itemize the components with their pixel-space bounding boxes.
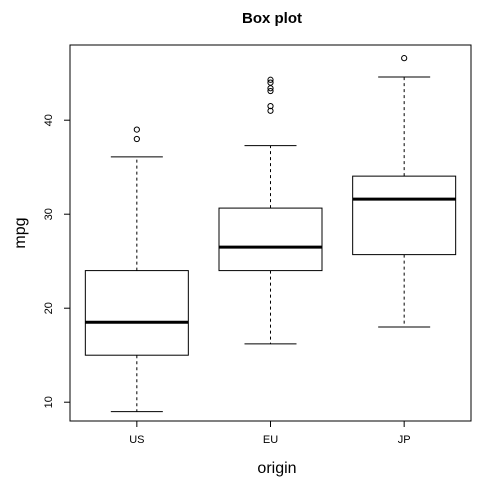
x-tick-label: JP (398, 434, 411, 446)
boxes-group (84, 55, 457, 413)
box-eu (218, 76, 323, 345)
box-jp (352, 55, 457, 328)
y-tick-label: 40 (43, 114, 55, 126)
box-us (84, 126, 189, 413)
outlier-point (267, 103, 274, 110)
outlier-point (133, 135, 140, 143)
x-axis: US EU JP (129, 421, 411, 446)
x-tick-label: EU (263, 434, 278, 446)
y-tick-label: 10 (43, 396, 55, 408)
chart-title: Box plot (242, 10, 302, 27)
y-axis-title: mpg (12, 217, 29, 248)
outlier-point (267, 87, 274, 95)
iqr-box (218, 207, 323, 272)
iqr-box (84, 270, 189, 356)
outlier-point (133, 126, 140, 133)
y-axis: 10 20 30 40 (43, 114, 71, 408)
x-tick-label: US (129, 434, 144, 446)
outlier-point (267, 79, 274, 86)
outlier-point (401, 55, 408, 62)
outlier-point (267, 76, 274, 83)
iqr-box (352, 175, 457, 256)
y-tick-label: 20 (43, 302, 55, 314)
y-tick-label: 30 (43, 208, 55, 220)
x-axis-title: origin (257, 460, 296, 477)
